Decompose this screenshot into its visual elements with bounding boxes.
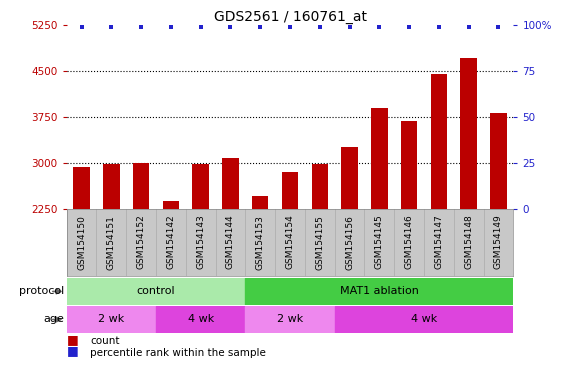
Bar [67, 278, 245, 305]
Bar [67, 306, 156, 333]
Point [136, 24, 146, 30]
Bar [245, 306, 335, 333]
Text: control: control [137, 286, 175, 296]
Bar [490, 113, 506, 348]
Point [107, 24, 116, 30]
Text: ■: ■ [67, 344, 78, 358]
Bar [335, 306, 513, 333]
Point [464, 24, 473, 30]
Bar [431, 74, 447, 348]
Text: MAT1 ablation: MAT1 ablation [340, 286, 419, 296]
Point [315, 24, 324, 30]
Bar [252, 196, 269, 348]
Text: percentile rank within the sample: percentile rank within the sample [90, 348, 266, 358]
Text: GSM154150: GSM154150 [77, 215, 86, 270]
Text: ■: ■ [67, 333, 78, 346]
Point [77, 24, 86, 30]
Text: GSM154151: GSM154151 [107, 215, 116, 270]
Text: GSM154149: GSM154149 [494, 215, 503, 270]
Text: GSM154153: GSM154153 [256, 215, 264, 270]
Point [434, 24, 444, 30]
Bar [311, 164, 328, 348]
Text: 2 wk: 2 wk [98, 314, 125, 324]
Bar [371, 108, 387, 348]
Bar [193, 164, 209, 348]
Point [494, 24, 503, 30]
Point [226, 24, 235, 30]
Text: GSM154148: GSM154148 [464, 215, 473, 270]
Text: protocol: protocol [19, 286, 64, 296]
Text: GSM154146: GSM154146 [405, 215, 414, 270]
Text: GSM154145: GSM154145 [375, 215, 384, 270]
Bar [222, 158, 238, 348]
Point [196, 24, 205, 30]
Text: 4 wk: 4 wk [411, 314, 437, 324]
Text: 4 wk: 4 wk [187, 314, 214, 324]
Point [404, 24, 414, 30]
Text: 2 wk: 2 wk [277, 314, 303, 324]
Bar [245, 278, 513, 305]
Text: GSM154154: GSM154154 [285, 215, 295, 270]
Point [375, 24, 384, 30]
Bar [401, 121, 417, 348]
Text: GSM154144: GSM154144 [226, 215, 235, 269]
Text: GSM154142: GSM154142 [166, 215, 175, 269]
Text: GDS2561 / 160761_at: GDS2561 / 160761_at [213, 10, 367, 23]
Text: GSM154143: GSM154143 [196, 215, 205, 270]
Bar [156, 306, 245, 333]
Bar [461, 58, 477, 348]
Point [256, 24, 265, 30]
Text: GSM154152: GSM154152 [137, 215, 146, 270]
Text: GSM154147: GSM154147 [434, 215, 443, 270]
Bar [103, 164, 119, 348]
Text: GSM154156: GSM154156 [345, 215, 354, 270]
Point [345, 24, 354, 30]
Point [285, 24, 295, 30]
Text: age: age [43, 314, 64, 324]
Bar [133, 163, 149, 348]
Bar [282, 172, 298, 348]
Bar [163, 201, 179, 348]
Text: GSM154155: GSM154155 [316, 215, 324, 270]
Text: count: count [90, 336, 119, 346]
Bar [342, 147, 358, 348]
Bar [74, 167, 90, 348]
Point [166, 24, 176, 30]
